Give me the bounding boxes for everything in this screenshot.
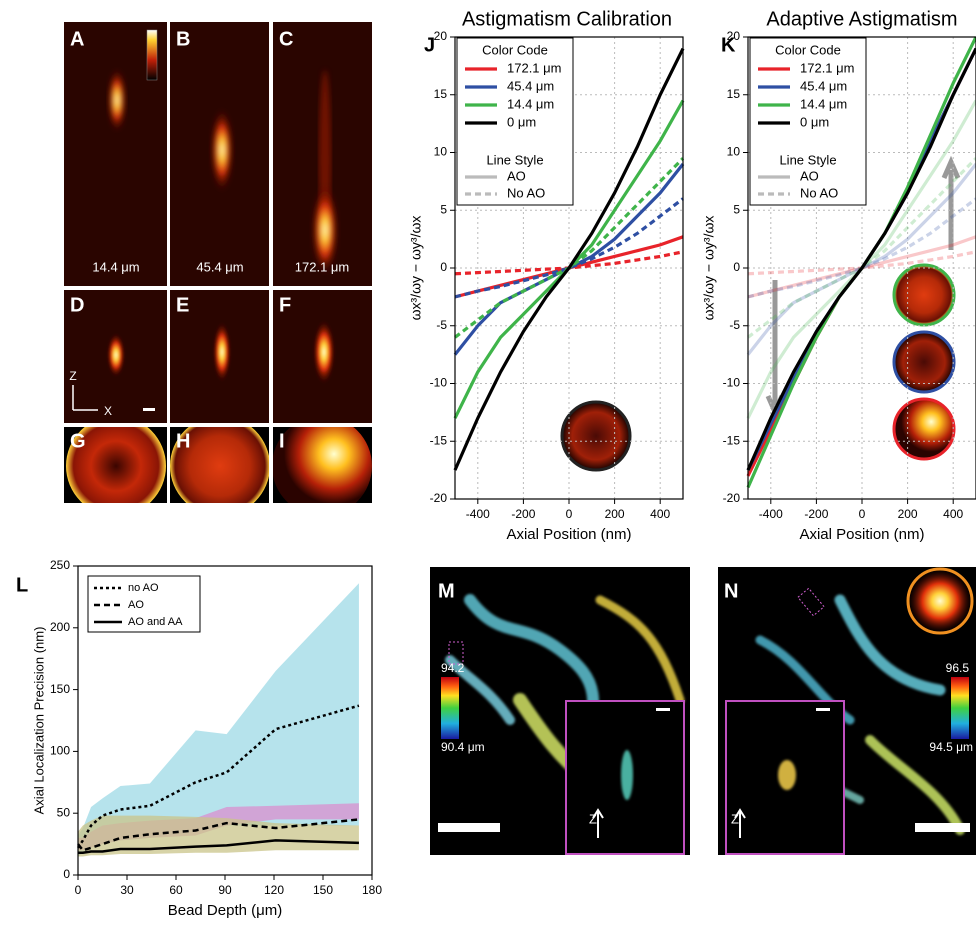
panel-label: G xyxy=(70,430,86,452)
colorbar-label: 90.4 μm xyxy=(441,740,485,754)
y-tick-label: 100 xyxy=(50,744,70,758)
image-caption: 45.4 μm xyxy=(196,259,243,274)
x-tick-label: 400 xyxy=(650,507,670,521)
x-tick-label: -200 xyxy=(511,507,535,521)
x-tick-label: 200 xyxy=(898,507,918,521)
x-tick-label: 120 xyxy=(264,883,284,897)
y-tick-label: -5 xyxy=(436,318,447,332)
chart-title: Adaptive Astigmatism xyxy=(766,8,957,30)
x-tick-label: 150 xyxy=(313,883,333,897)
axis-label: X xyxy=(104,404,112,418)
y-tick-label: -10 xyxy=(723,376,741,390)
legend-title: Color Code xyxy=(482,42,548,57)
figure: ABCDEFGHIJKLMN14.4 μm45.4 μm172.1 μmZX94… xyxy=(0,0,976,929)
x-tick-label: -400 xyxy=(759,507,783,521)
x-tick-label: 200 xyxy=(605,507,625,521)
y-tick-label: 150 xyxy=(50,682,70,696)
chart-title: Astigmatism Calibration xyxy=(462,8,672,30)
legend-label: No AO xyxy=(800,185,838,200)
inset-axis-label: Z xyxy=(731,811,739,826)
legend-label: 0 μm xyxy=(800,114,829,129)
y-tick-label: 0 xyxy=(733,260,740,274)
legend-label: 14.4 μm xyxy=(800,96,847,111)
y-tick-label: 10 xyxy=(727,145,741,159)
legend-title: Line Style xyxy=(486,152,543,167)
legend-label: 0 μm xyxy=(507,114,536,129)
inset-axis-label: Z xyxy=(589,811,597,826)
colorbar-label: 94.2 xyxy=(441,661,465,675)
legend-label: no AO xyxy=(128,582,159,594)
legend-title: Color Code xyxy=(775,42,841,57)
x-tick-label: -200 xyxy=(804,507,828,521)
y-tick-label: 15 xyxy=(434,87,448,101)
legend-title: Line Style xyxy=(779,152,836,167)
panel-label: M xyxy=(438,580,455,602)
legend-label: AO and AA xyxy=(128,616,183,628)
chart: 0 30 60 90 120 150 180 0 50 100 150 200 250 Bead Dept… xyxy=(31,558,382,919)
legend-label: AO xyxy=(800,168,819,183)
axis-label: Z xyxy=(69,369,76,383)
panel-label: N xyxy=(724,580,738,602)
y-tick-label: 20 xyxy=(727,29,741,43)
panel-label: F xyxy=(279,294,291,316)
legend-label: AO xyxy=(507,168,526,183)
y-tick-label: -15 xyxy=(430,433,448,447)
y-tick-label: 20 xyxy=(434,29,448,43)
x-tick-label: 90 xyxy=(218,883,232,897)
x-tick-label: 0 xyxy=(566,507,573,521)
panel-label: H xyxy=(176,430,190,452)
image-caption: 14.4 μm xyxy=(92,259,139,274)
panel-label: C xyxy=(279,28,293,50)
x-axis-label: Bead Depth (μm) xyxy=(168,902,283,919)
colorbar-label: 94.5 μm xyxy=(929,740,973,754)
x-axis-label: Axial Position (nm) xyxy=(506,526,631,543)
legend-label: No AO xyxy=(507,185,545,200)
legend-label: 172.1 μm xyxy=(507,60,561,75)
x-axis-label: Axial Position (nm) xyxy=(799,526,924,543)
y-tick-label: 5 xyxy=(440,202,447,216)
y-tick-label: 50 xyxy=(57,805,71,819)
y-tick-label: 250 xyxy=(50,558,70,572)
x-tick-label: 30 xyxy=(120,883,134,897)
y-tick-label: -20 xyxy=(430,491,448,505)
y-tick-label: 10 xyxy=(434,145,448,159)
microscopy-images xyxy=(430,567,976,855)
y-tick-label: -20 xyxy=(723,491,741,505)
y-tick-label: -10 xyxy=(430,376,448,390)
x-tick-label: 400 xyxy=(943,507,963,521)
legend-label: 45.4 μm xyxy=(507,78,554,93)
panel-label: D xyxy=(70,294,84,316)
x-tick-label: 180 xyxy=(362,883,382,897)
x-tick-label: 60 xyxy=(169,883,183,897)
legend-label: 45.4 μm xyxy=(800,78,847,93)
x-tick-label: 0 xyxy=(75,883,82,897)
y-axis-label: ωx³/ωy − ωy³/ωx xyxy=(701,216,717,321)
y-tick-label: 15 xyxy=(727,87,741,101)
y-tick-label: 5 xyxy=(733,202,740,216)
y-axis-label: ωx³/ωy − ωy³/ωx xyxy=(408,216,424,321)
panel-label: E xyxy=(176,294,189,316)
y-tick-label: -5 xyxy=(729,318,740,332)
colorbar-label: 96.5 xyxy=(946,661,970,675)
y-tick-label: 0 xyxy=(63,867,70,881)
y-axis-label: Axial Localization Precision (nm) xyxy=(31,627,46,815)
image-caption: 172.1 μm xyxy=(295,259,349,274)
panel-label: I xyxy=(279,430,285,452)
panel-label: B xyxy=(176,28,190,50)
legend-label: AO xyxy=(128,599,144,611)
legend-label: 14.4 μm xyxy=(507,96,554,111)
y-tick-label: -15 xyxy=(723,433,741,447)
panel-label: L xyxy=(16,574,28,596)
x-tick-label: -400 xyxy=(466,507,490,521)
y-tick-label: 200 xyxy=(50,620,70,634)
x-tick-label: 0 xyxy=(859,507,866,521)
legend-label: 172.1 μm xyxy=(800,60,854,75)
y-tick-label: 0 xyxy=(440,260,447,274)
panel-label: A xyxy=(70,28,84,50)
